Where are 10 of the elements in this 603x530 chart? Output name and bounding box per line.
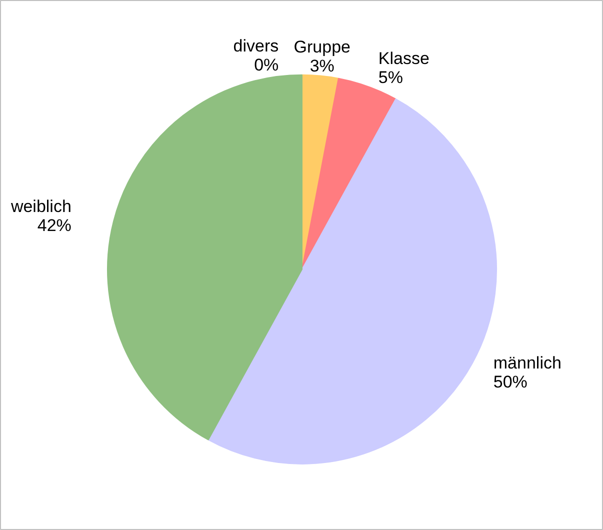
data-label: 50% <box>493 372 528 392</box>
data-label: 5% <box>378 68 403 88</box>
slice-label: Klasse <box>378 49 430 68</box>
slice-label: männlich <box>493 353 562 372</box>
slice-label: weiblich <box>10 197 72 216</box>
data-label: 42% <box>37 216 72 236</box>
data-label: 3% <box>310 56 334 76</box>
category-label: divers <box>233 36 279 56</box>
text: 0% <box>254 55 279 74</box>
slice-label: Gruppe <box>294 37 350 56</box>
